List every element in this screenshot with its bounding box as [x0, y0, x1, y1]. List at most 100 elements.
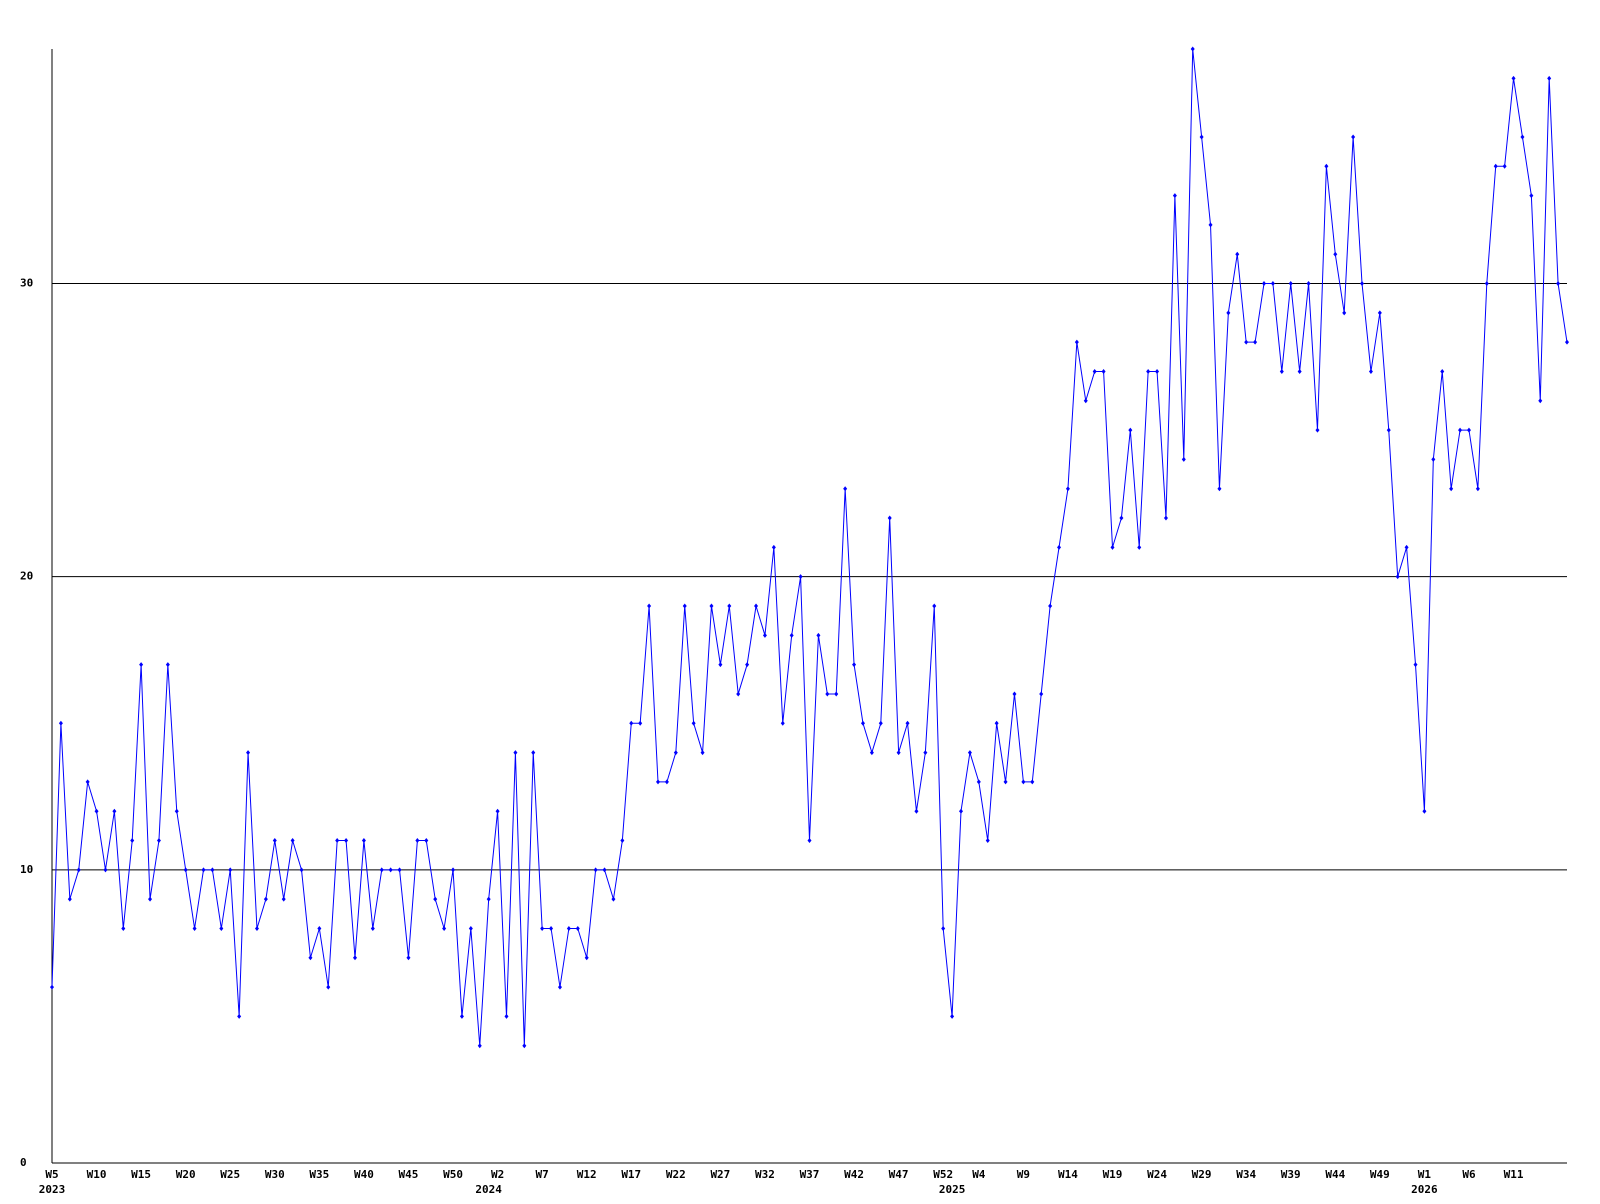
data-point	[1065, 486, 1070, 492]
data-point	[379, 867, 384, 873]
data-point	[745, 662, 750, 668]
data-point	[1377, 310, 1382, 316]
data-point	[664, 779, 669, 785]
x-tick-label: W5	[45, 1168, 58, 1181]
data-point	[878, 720, 883, 726]
x-tick-label: W52	[933, 1168, 953, 1181]
x-tick-label: W40	[354, 1168, 374, 1181]
x-year-label: 2025	[939, 1183, 966, 1196]
data-point	[1458, 427, 1463, 433]
data-point	[834, 691, 839, 697]
y-tick-label: 30	[20, 277, 33, 290]
data-point	[932, 603, 937, 609]
data-point	[1413, 662, 1418, 668]
data-point	[1466, 427, 1471, 433]
data-point	[575, 925, 580, 931]
data-point	[94, 808, 99, 814]
data-point	[1440, 368, 1445, 374]
data-point	[959, 808, 963, 814]
data-point	[869, 750, 874, 756]
data-point	[1484, 281, 1489, 287]
data-point	[1351, 134, 1356, 140]
data-point	[1048, 603, 1053, 609]
data-point	[495, 808, 500, 814]
data-point	[950, 1013, 955, 1019]
data-point	[451, 867, 456, 873]
data-point	[165, 662, 170, 668]
data-point	[156, 838, 161, 844]
data-point	[477, 1043, 482, 1049]
data-point	[522, 1043, 527, 1049]
data-point	[76, 867, 81, 873]
data-point	[263, 896, 268, 902]
data-point	[1529, 193, 1534, 199]
data-point	[1279, 368, 1284, 374]
x-tick-label: W50	[443, 1168, 463, 1181]
data-point	[896, 750, 901, 756]
x-tick-label: W34	[1236, 1168, 1256, 1181]
data-point	[290, 838, 295, 844]
data-point	[246, 750, 251, 756]
data-point	[557, 984, 562, 990]
x-tick-label: W29	[1192, 1168, 1212, 1181]
data-point	[549, 925, 554, 931]
data-point	[468, 925, 473, 931]
data-point	[1226, 310, 1231, 316]
data-point	[1110, 544, 1115, 550]
x-year-label: 2023	[39, 1183, 66, 1196]
data-point	[1074, 339, 1079, 345]
x-year-label: 2024	[475, 1183, 502, 1196]
data-point	[540, 925, 545, 931]
data-point	[1057, 544, 1062, 550]
data-point	[638, 720, 643, 726]
data-point	[762, 632, 767, 638]
x-tick-label: W4	[972, 1168, 986, 1181]
data-point	[843, 486, 848, 492]
data-point	[50, 984, 54, 990]
data-point	[228, 867, 233, 873]
data-point	[1288, 281, 1293, 287]
data-point	[1137, 544, 1142, 550]
data-point	[344, 838, 349, 844]
data-point	[1083, 398, 1088, 404]
x-tick-label: W27	[710, 1168, 730, 1181]
x-tick-label: W12	[577, 1168, 597, 1181]
data-point	[611, 896, 616, 902]
x-tick-label: W17	[621, 1168, 641, 1181]
data-point	[85, 779, 90, 785]
data-point	[771, 544, 776, 550]
data-point	[647, 603, 652, 609]
data-point	[299, 867, 304, 873]
data-point	[593, 867, 598, 873]
data-point	[1342, 310, 1347, 316]
x-year-label: 2026	[1411, 1183, 1438, 1196]
x-tick-label: W11	[1504, 1168, 1524, 1181]
data-point	[566, 925, 571, 931]
data-point	[1386, 427, 1391, 433]
data-point	[1092, 368, 1097, 374]
data-point	[1565, 339, 1569, 345]
x-tick-label: W1	[1418, 1168, 1432, 1181]
data-point	[513, 750, 518, 756]
data-point	[112, 808, 117, 814]
data-point	[1208, 222, 1213, 228]
x-tick-label: W9	[1017, 1168, 1030, 1181]
data-point	[67, 896, 72, 902]
data-point	[1235, 251, 1240, 257]
data-point	[486, 896, 491, 902]
data-point	[967, 750, 972, 756]
data-point	[139, 662, 144, 668]
data-point	[941, 925, 946, 931]
data-point	[1128, 427, 1133, 433]
data-point	[406, 955, 411, 961]
x-tick-label: W44	[1325, 1168, 1345, 1181]
data-point	[718, 662, 723, 668]
data-point	[254, 925, 259, 931]
data-point	[1181, 456, 1186, 462]
data-point	[531, 750, 536, 756]
x-tick-label: W15	[131, 1168, 151, 1181]
x-tick-label: W35	[309, 1168, 329, 1181]
data-point	[1511, 75, 1516, 81]
data-point	[201, 867, 206, 873]
